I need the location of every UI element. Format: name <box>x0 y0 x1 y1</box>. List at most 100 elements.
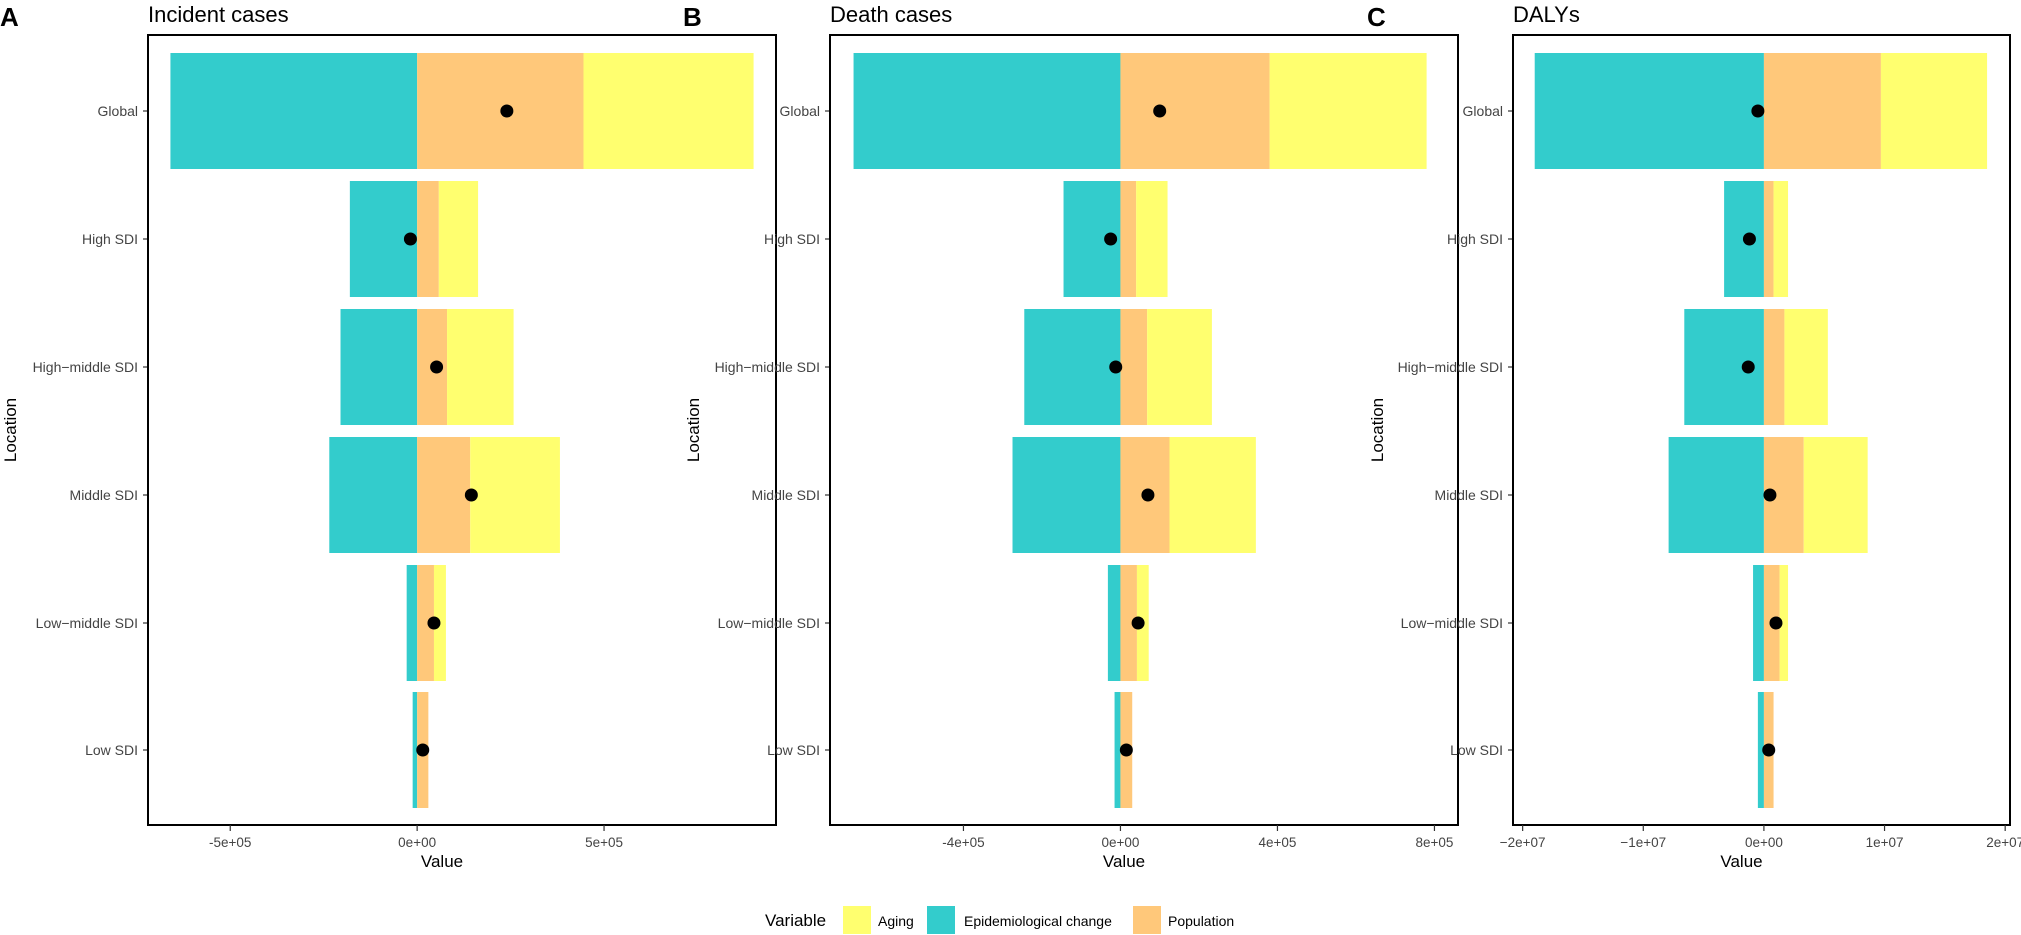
x-tick-label: 0e+00 <box>1745 835 1783 850</box>
bar-aging <box>470 437 560 553</box>
bar-population <box>417 53 584 169</box>
legend-swatch-epidemiological-change <box>927 906 955 934</box>
bar-epidemiological-change <box>1668 437 1764 553</box>
total-change-dot <box>427 616 441 630</box>
bar-epidemiological-change <box>1753 565 1764 681</box>
category-label: High−middle SDI <box>715 359 820 375</box>
category-label: High−middle SDI <box>1398 359 1503 375</box>
x-tick-label: 5e+05 <box>585 835 623 850</box>
category-label: Middle SDI <box>752 487 820 503</box>
bar-aging <box>1269 53 1427 169</box>
category-label: Low−middle SDI <box>36 615 138 631</box>
category-label: Global <box>98 103 138 119</box>
total-change-dot <box>1109 360 1123 374</box>
category-label: High SDI <box>1447 231 1503 247</box>
panel-frame <box>1512 34 2011 826</box>
total-change-dot <box>403 232 417 246</box>
bar-population <box>1120 53 1270 169</box>
legend-label-population: Population <box>1168 913 1234 929</box>
bar-population <box>417 181 439 297</box>
x-tick-label: 0e+00 <box>398 835 436 850</box>
panel-title-incident-cases: Incident cases <box>148 2 289 27</box>
x-axis-title: Value <box>421 852 463 871</box>
bar-aging <box>1779 565 1789 681</box>
category-label: Global <box>1463 103 1503 119</box>
legend-label-aging: Aging <box>878 913 914 929</box>
category-label: Middle SDI <box>70 487 138 503</box>
total-change-dot <box>1131 616 1145 630</box>
legend-label-epidemiological-change: Epidemiological change <box>964 913 1112 929</box>
y-axis-title: Location <box>1 398 20 462</box>
bar-aging <box>447 309 514 425</box>
legend-swatch-aging <box>843 906 871 934</box>
bar-aging <box>583 53 754 169</box>
total-change-dot <box>1141 488 1155 502</box>
total-change-dot <box>1119 743 1133 757</box>
bar-epidemiological-change <box>340 309 418 425</box>
category-label: High SDI <box>82 231 138 247</box>
category-label: Low SDI <box>85 742 138 758</box>
bar-aging <box>1784 309 1828 425</box>
bar-aging <box>1136 181 1168 297</box>
total-change-dot <box>1741 360 1755 374</box>
category-label: Low−middle SDI <box>1401 615 1503 631</box>
x-tick-label: -4e+05 <box>942 835 984 850</box>
x-tick-label: 8e+05 <box>1415 835 1453 850</box>
bar-epidemiological-change <box>1757 692 1764 808</box>
x-tick-label: −1e+07 <box>1620 835 1666 850</box>
total-change-dot <box>1104 232 1118 246</box>
bar-population <box>1120 309 1148 425</box>
bar-epidemiological-change <box>1114 692 1121 808</box>
panel-letter-a: A <box>0 2 19 32</box>
x-tick-label: -5e+05 <box>209 835 251 850</box>
bar-epidemiological-change <box>406 565 418 681</box>
x-tick-label: 2e+07 <box>1986 835 2021 850</box>
bar-population <box>417 565 434 681</box>
panel-letter-c: C <box>1367 2 1386 32</box>
total-change-dot <box>430 360 444 374</box>
bar-population <box>417 437 471 553</box>
total-change-dot <box>1153 104 1167 118</box>
category-label: High−middle SDI <box>33 359 138 375</box>
total-change-dot <box>1763 488 1777 502</box>
y-axis-title: Location <box>684 398 703 462</box>
x-tick-label: 0e+00 <box>1101 835 1139 850</box>
total-change-dot <box>1769 616 1783 630</box>
bar-aging <box>438 181 479 297</box>
x-tick-label: −2e+07 <box>1500 835 1546 850</box>
x-axis-title: Value <box>1720 852 1762 871</box>
panel-title-dalys: DALYs <box>1513 2 1580 27</box>
category-label: Middle SDI <box>1435 487 1503 503</box>
total-change-dot <box>1742 232 1756 246</box>
category-label: Low SDI <box>1450 742 1503 758</box>
x-axis-title: Value <box>1103 852 1145 871</box>
bar-epidemiological-change <box>853 53 1121 169</box>
bar-epidemiological-change <box>170 53 418 169</box>
bar-population <box>1763 53 1881 169</box>
x-tick-label: 1e+07 <box>1866 835 1904 850</box>
bar-epidemiological-change <box>1024 309 1121 425</box>
bar-epidemiological-change <box>1107 565 1121 681</box>
total-change-dot <box>500 104 514 118</box>
bar-epidemiological-change <box>1534 53 1764 169</box>
total-change-dot <box>464 488 478 502</box>
total-change-dot <box>1762 743 1776 757</box>
bar-epidemiological-change <box>1012 437 1121 553</box>
panel-title-death-cases: Death cases <box>830 2 952 27</box>
bar-aging <box>1773 181 1789 297</box>
legend-swatch-population <box>1133 906 1161 934</box>
bar-aging <box>1169 437 1256 553</box>
category-label: Low−middle SDI <box>718 615 820 631</box>
bar-population <box>1763 181 1774 297</box>
panel-letter-b: B <box>683 2 702 32</box>
total-change-dot <box>416 743 430 757</box>
panel-frame <box>829 34 1459 826</box>
bar-aging <box>1803 437 1868 553</box>
legend-title: Variable <box>765 911 826 930</box>
bar-epidemiological-change <box>412 692 418 808</box>
category-label: High SDI <box>764 231 820 247</box>
y-axis-title: Location <box>1368 398 1387 462</box>
category-label: Global <box>780 103 820 119</box>
total-change-dot <box>1751 104 1765 118</box>
